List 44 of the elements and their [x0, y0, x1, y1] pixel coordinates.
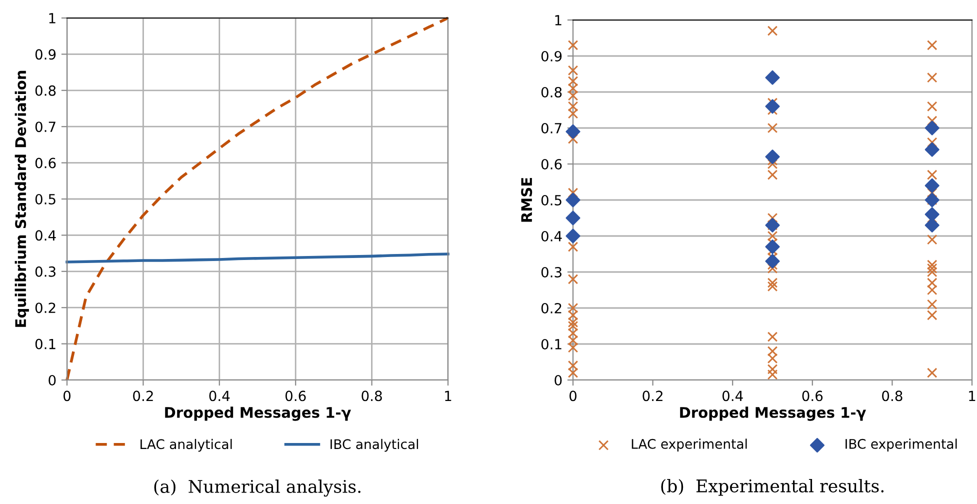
y-tick-label: 0.1 — [541, 338, 562, 350]
x-tick-label: 1 — [969, 390, 976, 401]
x-tick-label: 0.8 — [882, 390, 902, 402]
legend-label: IBC experimental — [846, 438, 957, 452]
y-tick-label: 0.7 — [35, 122, 56, 132]
x-tick-label: 0.4 — [209, 390, 230, 402]
y-tick-label: 1 — [49, 13, 56, 24]
y-tick-label: 0.2 — [35, 302, 56, 314]
y-tick-label: 0 — [48, 374, 56, 386]
y-tick-label: 0.1 — [35, 338, 56, 350]
y-tick-label: 0.5 — [541, 194, 562, 206]
x-axis-title: Dropped Messages 1-γ — [165, 406, 351, 421]
x-tick-label: 0 — [63, 390, 70, 402]
legend-label: LAC experimental — [632, 438, 747, 452]
y-tick-label: 0.4 — [35, 230, 56, 241]
y-tick-label: 0.6 — [541, 158, 562, 170]
y-axis-title: RMSE — [521, 178, 532, 222]
y-axis-title: Equilibrium Standard Deviation — [14, 70, 29, 327]
y-tick-label: 0.3 — [35, 266, 56, 277]
x-tick-label: 0.2 — [642, 390, 662, 402]
y-tick-label: 0 — [554, 374, 562, 386]
x-tick-label: 0.6 — [802, 390, 823, 402]
text: (b) Experimental results. — [661, 479, 884, 496]
x-tick-label: 0.6 — [285, 390, 306, 402]
x-tick-label: 1 — [445, 390, 452, 401]
x-tick-label: 0.4 — [722, 390, 743, 402]
y-tick-label: 0.7 — [541, 122, 562, 134]
x-tick-label: 0.8 — [362, 390, 382, 402]
legend-label: IBC analytical — [330, 438, 418, 452]
x-tick-label: 0.2 — [133, 390, 153, 402]
text: (a) Numerical analysis. — [154, 480, 360, 497]
y-tick-label: 0.5 — [35, 194, 56, 204]
y-tick-label: 1 — [555, 15, 562, 26]
y-tick-label: 0.9 — [541, 50, 562, 62]
y-tick-label: 0.4 — [541, 230, 562, 242]
y-tick-label: 0.9 — [35, 49, 56, 60]
y-tick-label: 0.2 — [541, 302, 562, 314]
y-tick-label: 0.6 — [35, 158, 56, 168]
x-axis-title: Dropped Messages 1-γ — [680, 406, 866, 421]
x-tick-label: 0 — [569, 390, 576, 402]
y-tick-label: 0.3 — [541, 266, 562, 278]
y-tick-label: 0.8 — [35, 85, 56, 96]
y-tick-label: 0.8 — [541, 86, 562, 98]
legend-label: LAC analytical — [140, 438, 232, 452]
